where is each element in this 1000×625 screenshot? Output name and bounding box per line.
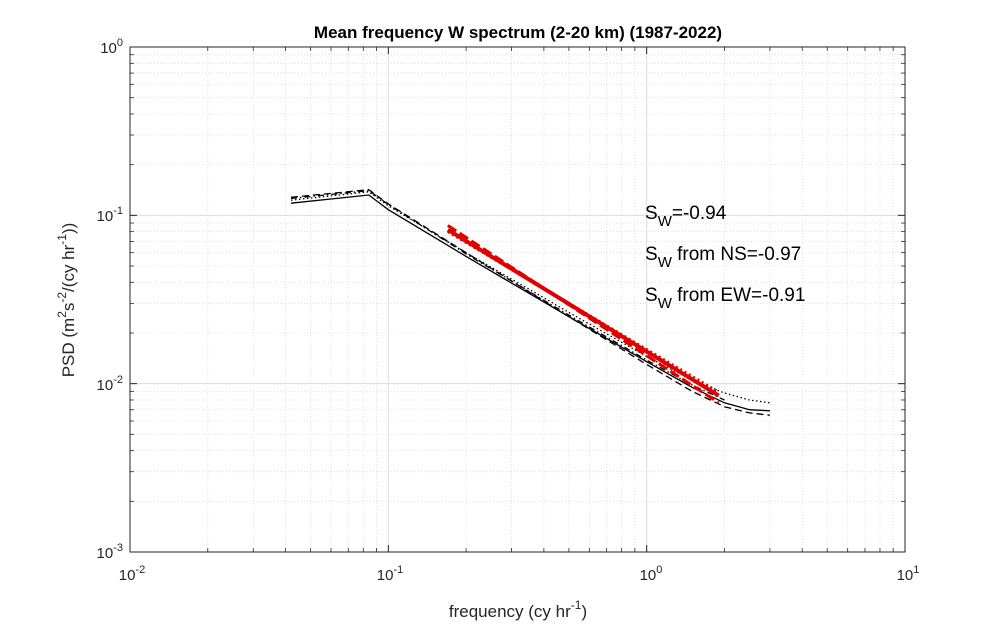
x-tick-label: 10-2 [119,564,145,584]
plot-area [129,46,906,553]
fit-lines [446,224,720,405]
y-tick-label: 10-3 [97,542,123,562]
axes-background [130,47,905,552]
axes-box [129,46,906,553]
spectrum-line-solid [290,194,770,412]
x-tick-label: 10-1 [377,564,403,584]
slope-annotation: SW=-0.94 [645,203,727,230]
x-tick-label: 101 [897,564,920,584]
spectrum-line-dotted [290,191,770,404]
x-tick-label: 100 [640,564,663,584]
slope-ns-annotation: SW from NS=-0.97 [645,244,801,271]
slope-ew-annotation: SW from EW=-0.91 [645,285,805,312]
tick-marks [129,46,906,553]
y-tick-label: 10-2 [97,374,123,394]
y-tick-label: 100 [100,37,123,57]
minor-grid [130,47,905,552]
chart-title: Mean frequency W spectrum (2-20 km) (198… [314,23,722,42]
y-axis-label: PSD (m2s-2/(cy hr-1)) [55,223,78,378]
x-axis-label: frequency (cy hr-1) [449,598,587,621]
y-tick-label: 10-1 [97,205,123,225]
spectrum-line-dashed [290,189,770,416]
fit-line-dashed [447,224,720,405]
